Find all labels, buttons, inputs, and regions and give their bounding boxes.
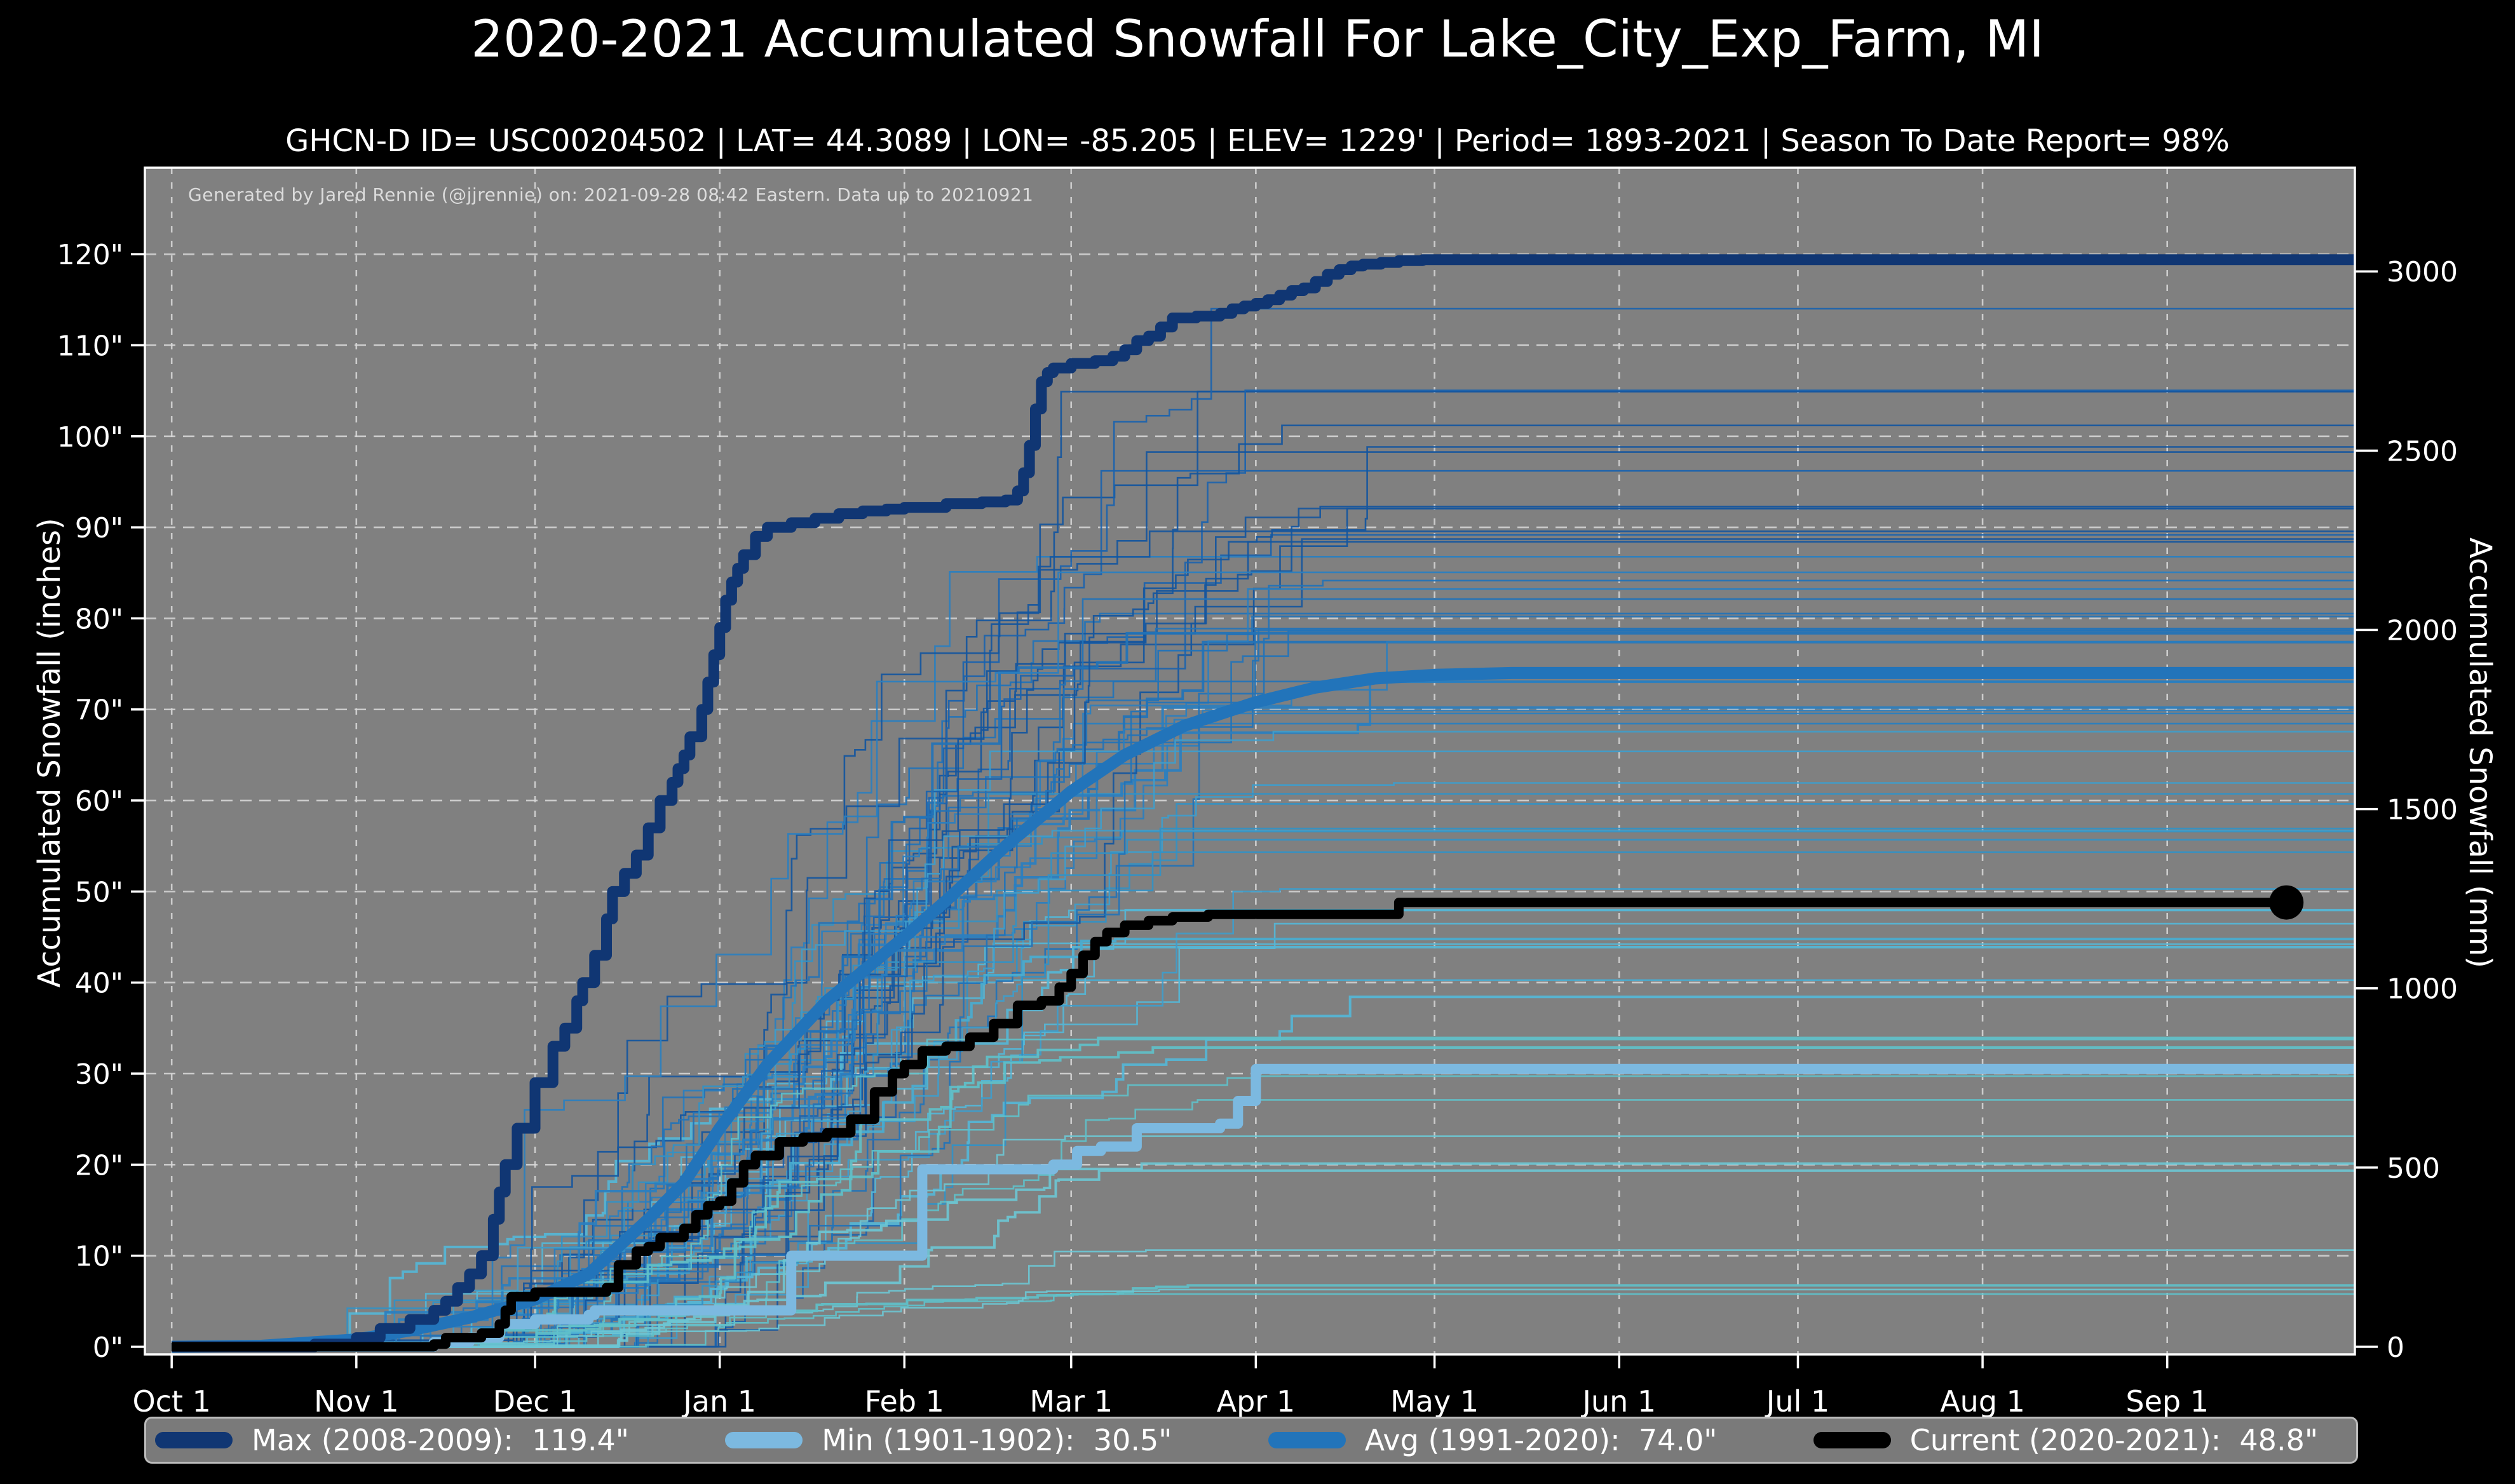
x-tick-label: Oct 1 [132, 1384, 210, 1419]
y-right-tick-label: 500 [2387, 1152, 2440, 1185]
historical-season-line [172, 1046, 2355, 1348]
legend-swatch-current [1813, 1432, 1891, 1448]
historical-season-line [172, 1249, 2355, 1348]
y-left-tick-label: 90" [75, 512, 123, 544]
y-left-tick-label: 120" [57, 239, 123, 271]
y-left-tick-label: 0" [93, 1332, 123, 1364]
historical-season-line [172, 530, 2355, 1348]
legend-label-max: Max (2008-2009): 119.4" [252, 1423, 629, 1457]
y-left-tick-label: 10" [75, 1241, 123, 1273]
x-tick-label: Nov 1 [314, 1384, 399, 1419]
series-max-line [172, 254, 2355, 1352]
y-right-tick-label: 3000 [2387, 256, 2458, 288]
historical-season-line [172, 680, 2355, 1348]
historical-season-line [172, 1162, 2355, 1348]
legend-item-current: Current (2020-2021): 48.8" [1813, 1426, 2318, 1455]
historical-season-line [172, 1288, 2355, 1348]
y-left-tick-label: 40" [75, 968, 123, 1000]
historical-season-line [172, 946, 2355, 1348]
historical-season-line [172, 424, 2355, 1348]
series-avg-line [172, 666, 2355, 1353]
x-tick-label: Aug 1 [1940, 1384, 2025, 1419]
y-left-tick-label: 60" [75, 785, 123, 818]
station-metadata-subtitle: GHCN-D ID= USC00204502 | LAT= 44.3089 | … [285, 123, 2230, 159]
generated-by-note: Generated by Jared Rennie (@jjrennie) on… [188, 184, 1034, 205]
legend-swatch-max [155, 1432, 233, 1448]
x-tick-label: Jul 1 [1765, 1384, 1829, 1419]
y-left-tick-label: 100" [57, 421, 123, 454]
historical-season-line [172, 641, 2355, 1348]
y-right-tick-label: 2000 [2387, 614, 2458, 647]
legend-item-avg: Avg (1991-2020): 74.0" [1268, 1423, 1718, 1457]
legend-item-max: Max (2008-2009): 119.4" [155, 1426, 629, 1455]
x-tick-label: Feb 1 [865, 1384, 944, 1419]
x-tick-label: Sep 1 [2125, 1384, 2209, 1419]
legend-label-current: Current (2020-2021): 48.8" [1909, 1423, 2318, 1457]
legend-swatch-min [725, 1432, 803, 1448]
legend: Max (2008-2009): 119.4" Min (1901-1902):… [144, 1417, 2358, 1464]
y-left-tick-label: 80" [75, 603, 123, 635]
historical-season-line [172, 616, 2355, 1348]
y-left-tick-label: 110" [57, 330, 123, 362]
x-tick-label: Jan 1 [681, 1384, 756, 1419]
x-tick-label: May 1 [1390, 1384, 1479, 1419]
x-tick-label: Dec 1 [493, 1384, 578, 1419]
y-left-tick-label: 20" [75, 1149, 123, 1182]
historical-season-line [172, 446, 2355, 1348]
series-current-end-dot [2269, 885, 2304, 920]
y-right-tick-label: 2500 [2387, 435, 2458, 468]
page-title: 2020-2021 Accumulated Snowfall For Lake_… [471, 10, 2044, 69]
y-axis-label-mm: Accumulated Snowfall (mm) [2462, 537, 2498, 968]
historical-season-line [172, 1036, 2355, 1348]
legend-item-min: Min (1901-1902): 30.5" [725, 1426, 1172, 1455]
historical-season-line [172, 628, 2355, 1348]
y-left-tick-label: 30" [75, 1058, 123, 1091]
legend-swatch-avg [1268, 1432, 1346, 1448]
y-axis-label-inches: Accumulated Snowfall (inches) [32, 518, 67, 988]
x-tick-label: Apr 1 [1217, 1384, 1295, 1419]
y-left-tick-label: 70" [75, 694, 123, 727]
x-tick-label: Jun 1 [1580, 1384, 1656, 1419]
historical-season-line [172, 390, 2355, 1348]
x-tick-label: Mar 1 [1029, 1384, 1113, 1419]
y-right-tick-label: 1500 [2387, 794, 2458, 826]
historical-season-line [172, 571, 2355, 1348]
y-left-tick-label: 50" [75, 876, 123, 908]
y-right-tick-label: 0 [2387, 1332, 2404, 1364]
legend-label-min: Min (1901-1902): 30.5" [822, 1423, 1172, 1457]
historical-season-line [172, 451, 2355, 1348]
plot-border [144, 166, 2356, 1356]
series-current-line [172, 898, 2287, 1352]
legend-label-avg: Avg (1991-2020): 74.0" [1364, 1423, 1718, 1457]
y-right-tick-label: 1000 [2387, 973, 2458, 1006]
